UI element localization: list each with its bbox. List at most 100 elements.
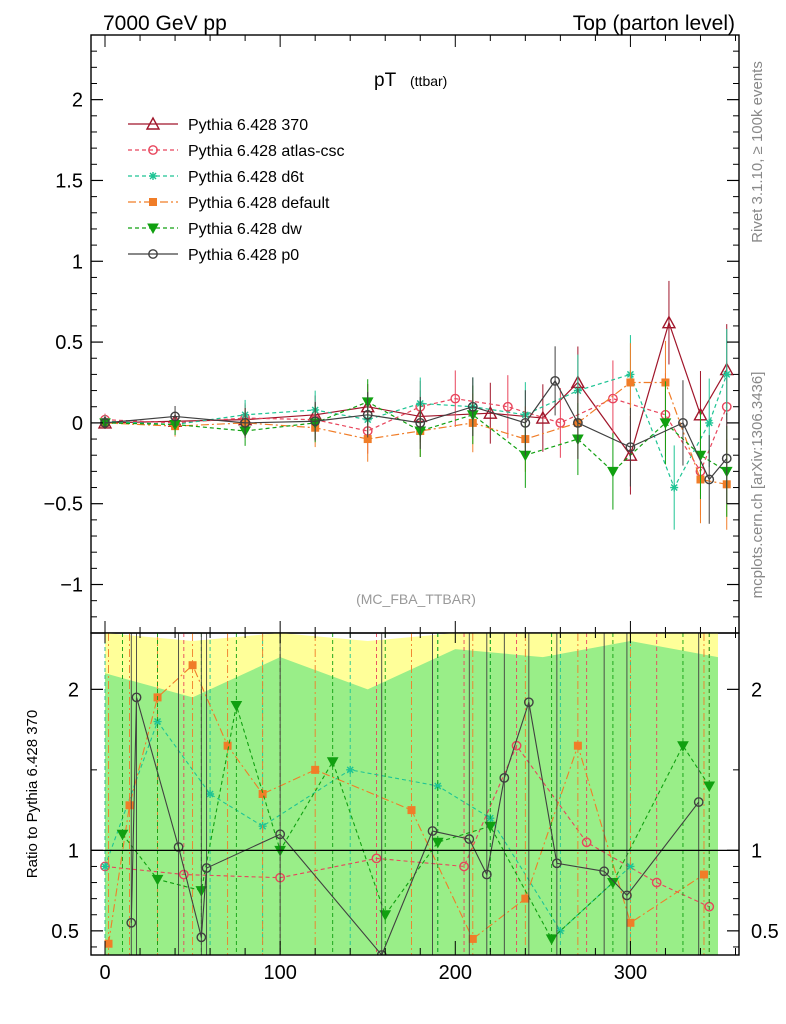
ratio-data-point [153,717,162,726]
chart-legend: Pythia 6.428 370 Pythia 6.428 atlas-csc Py… [128,116,345,264]
ratio-data-point [196,932,207,943]
mcplots-reference-label: mcplots.cern.ch [arXiv:1306.3436] [749,372,766,599]
ratio-data-point [484,821,497,833]
ratio-data-point [188,661,197,670]
ratio-data-point [651,877,662,888]
ratio-data-point [126,917,137,928]
rivet-version-label: Rivet 3.1.10, ≥ 100k events [749,61,766,243]
ratio-data-point [573,741,582,750]
ratio-data-point [379,910,392,921]
ratio-y-tick-label-right: 0.5 [751,921,779,943]
ratio-data-point [346,765,355,774]
legend-item: Pythia 6.428 370 [128,116,308,134]
ratio-series-p0 [126,633,704,955]
ratio-data-point [459,861,469,872]
legend-marker [149,198,157,206]
ratio-data-point [371,853,382,864]
ratio-data-point [173,842,184,853]
data-point [678,417,688,428]
main-y-tick-label: 1.5 [55,170,83,192]
ratio-data-point [258,790,267,798]
x-tick-label: 0 [99,962,110,984]
data-point [502,401,513,412]
legend-item: Pythia 6.428 dw [128,221,302,238]
header-left-label: 7000 GeV pp [103,12,227,35]
data-point [625,442,636,453]
ratio-data-point [101,862,110,871]
data-point [661,315,677,329]
data-point [240,417,251,428]
main-watermark: (MC_FBA_TTBAR) [356,591,476,607]
main-y-tick-label: −0.5 [44,494,83,516]
data-point [721,453,732,464]
legend-marker [147,223,159,235]
data-point [607,466,619,478]
data-point [659,418,672,429]
ratio-data-point [223,741,232,750]
data-point [363,435,372,444]
legend-item: Pythia 6.428 atlas-csc [128,143,345,160]
ratio-y-tick-label: 2 [68,679,79,701]
ratio-data-point [551,858,562,869]
main-chart-title-suffix: (ttbar) [410,73,447,89]
ratio-plot-panel: 0.5 0.5 1 1 2 2 0 100 200 300 Ratio to Pythia 6.4… [24,632,779,984]
ratio-data-point [125,801,134,810]
main-chart-title: pT [374,70,397,91]
ratio-data-point [433,781,442,790]
legend-item: Pythia 6.428 default [128,195,330,212]
ratio-data-point [699,870,708,879]
data-point [415,417,426,428]
legend-marker [148,249,158,259]
ratio-data-point [464,834,475,844]
main-y-tick-label: 1 [72,251,83,273]
data-point [722,370,731,379]
x-tick-label: 200 [439,962,472,984]
legend-item: Pythia 6.428 d6t [128,169,304,186]
ratio-y-axis-label: Ratio to Pythia 6.428 370 [24,710,41,878]
data-point [450,393,461,404]
data-point [550,375,561,386]
ratio-data-point [556,926,565,935]
ratio-data-point [622,890,632,901]
data-point [626,378,635,387]
legend-label: Pythia 6.428 d6t [188,169,304,186]
data-point [362,409,373,420]
ratio-plot-frame [90,632,740,956]
legend-label: Pythia 6.428 dw [188,221,302,238]
ratio-data-point [230,700,243,712]
ratio-data-point [326,757,339,768]
series-line [104,379,728,481]
series-p0 [100,346,732,524]
data-point [170,411,180,422]
ratio-data-point [545,934,558,945]
ratio-data-point [521,894,530,903]
legend-label: Pythia 6.428 default [188,195,330,212]
data-point [310,416,321,427]
ratio-data-point [151,874,164,886]
ratio-data-point [481,869,492,880]
ratio-data-point [581,837,592,848]
ratio-data-point [206,790,215,798]
ratio-data-point [677,741,689,752]
header-right-label: Top (parton level) [573,12,735,35]
legend-marker [149,172,157,180]
main-y-tick-label: −1 [60,575,83,597]
legend-item: Pythia 6.428 p0 [128,247,299,264]
ratio-data-point [100,861,110,872]
ratio-data-point [693,797,704,807]
ratio-data-point [703,781,716,792]
main-y-tick-label: 0.5 [55,332,83,354]
data-point [467,401,478,412]
data-point [572,417,583,428]
x-tick-label: 100 [263,962,296,984]
ratio-y-tick-label: 0.5 [51,921,79,943]
ratio-data-point [311,765,320,774]
data-point [670,483,679,492]
ratio-data-point [116,829,129,841]
ratio-data-point [626,918,635,927]
legend-marker [145,116,161,130]
ratio-data-point [499,773,510,783]
ratio-y-tick-label: 1 [68,840,79,862]
data-point [520,417,531,428]
ratio-series-line [130,697,700,955]
